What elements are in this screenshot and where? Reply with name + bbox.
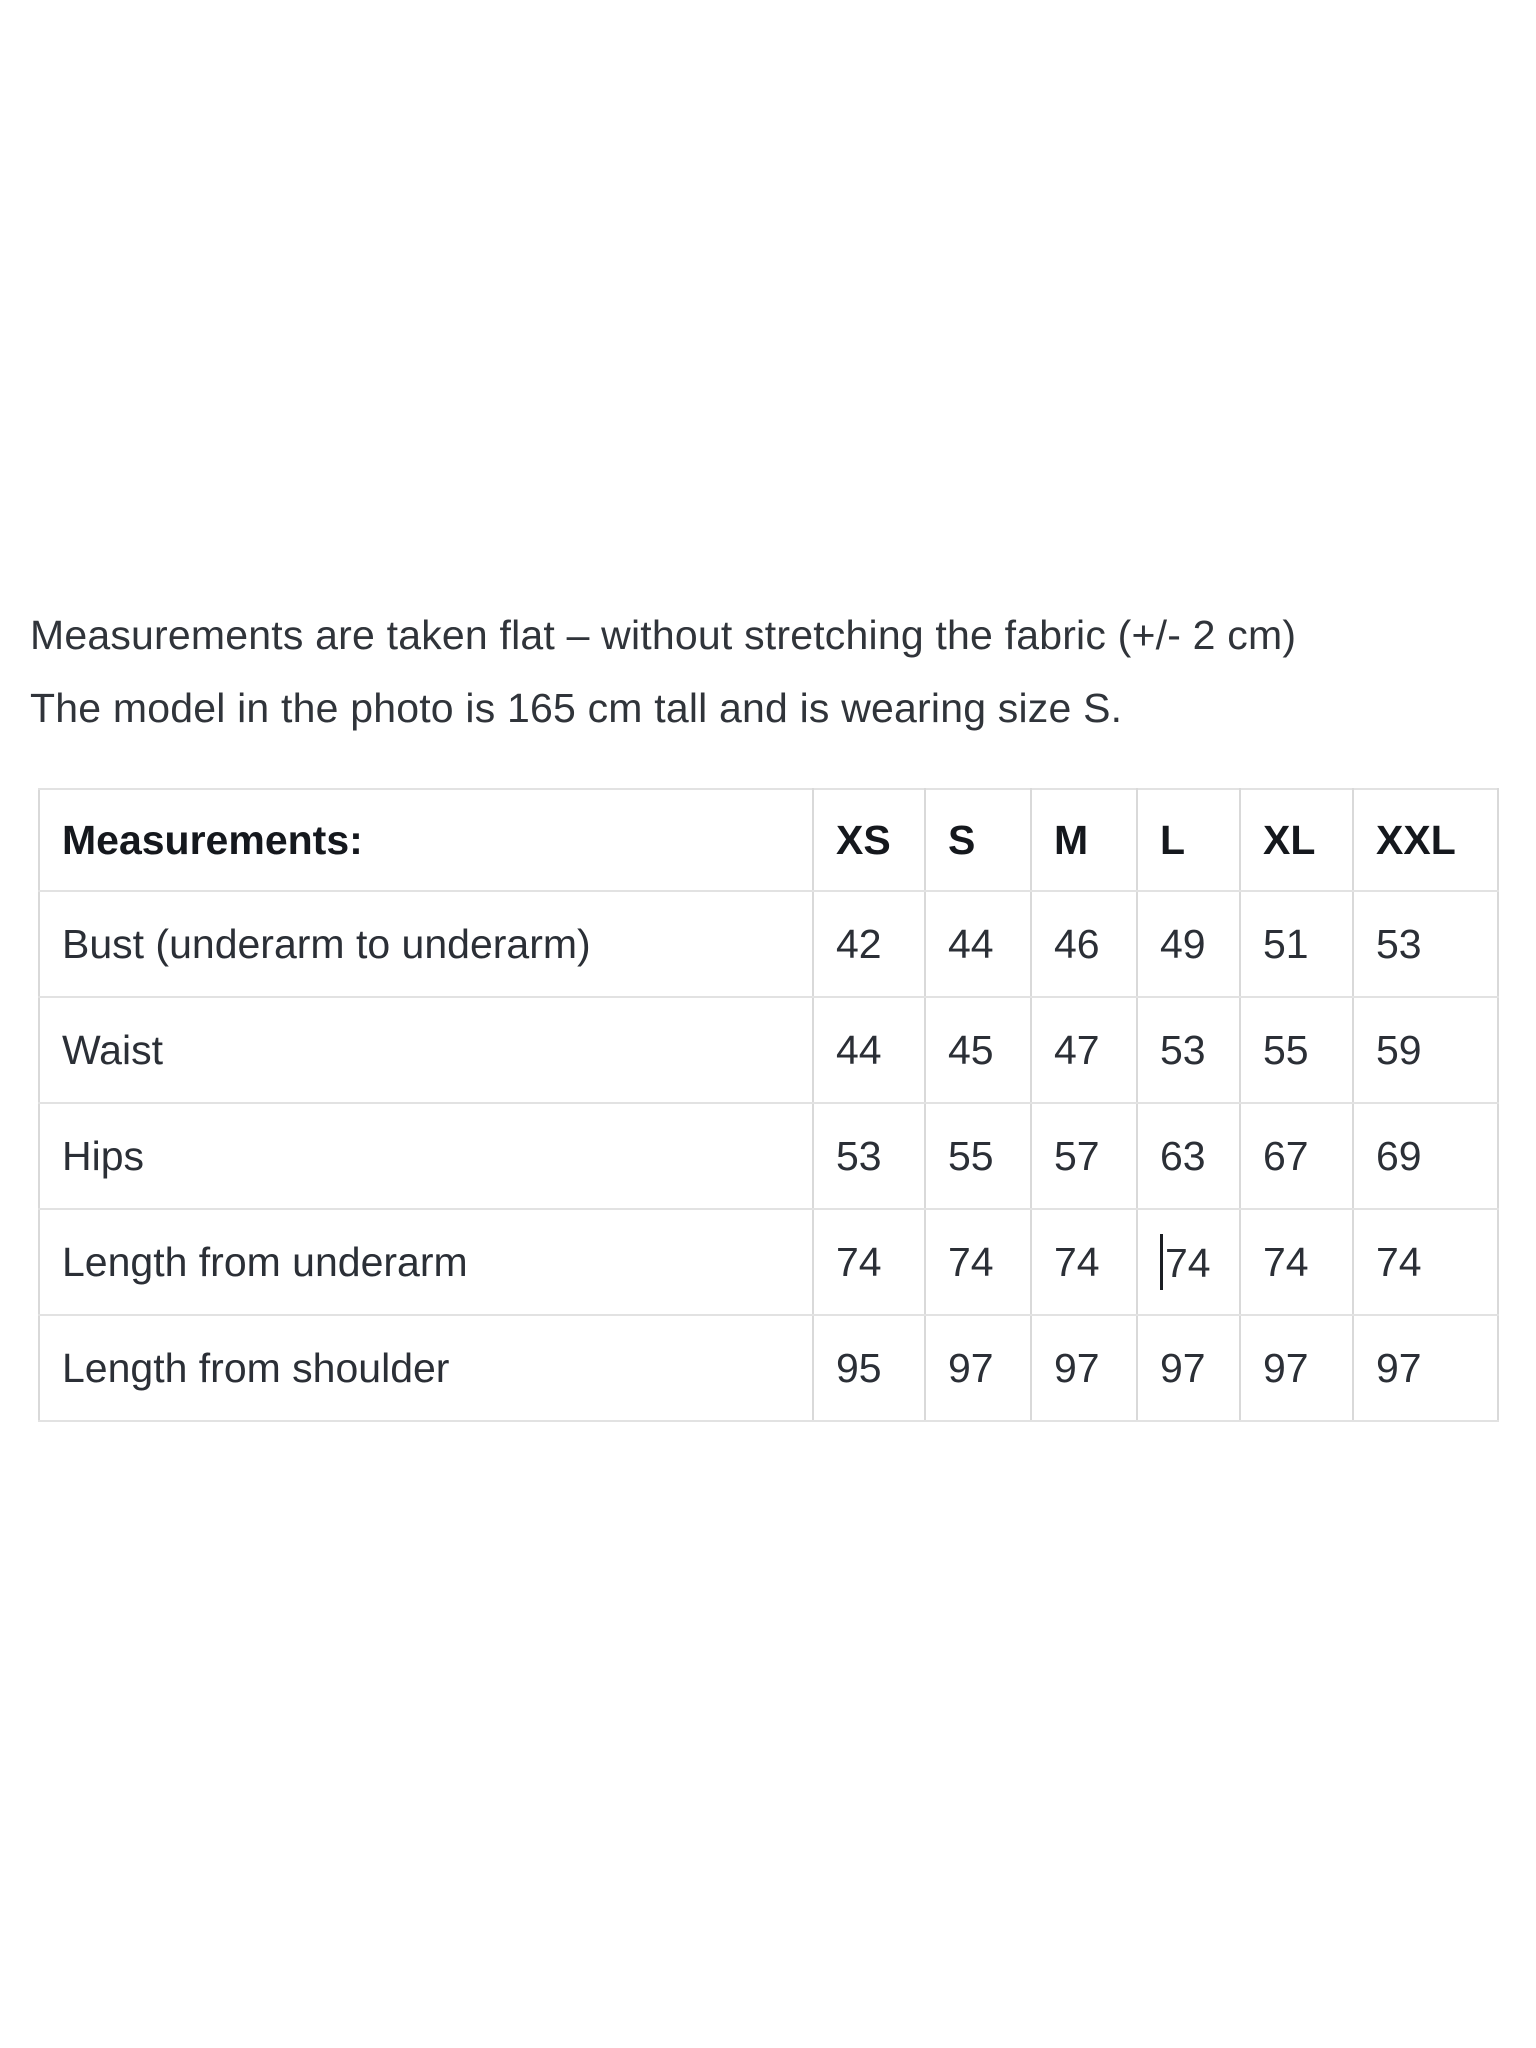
col-header-m: M	[1030, 788, 1138, 892]
size-value-cell: 74	[924, 1208, 1032, 1316]
size-value-cell: 74	[1239, 1208, 1354, 1316]
size-value-cell: 44	[812, 996, 926, 1104]
row-label: Hips	[38, 1102, 814, 1210]
size-value-cell: 44	[924, 890, 1032, 998]
table-row-bust: Bust (underarm to underarm) 42 44 46 49 …	[38, 890, 1499, 998]
size-value-cell: 45	[924, 996, 1032, 1104]
size-value-cell: 42	[812, 890, 926, 998]
size-value-cell: 74	[1352, 1208, 1499, 1316]
col-header-xs: XS	[812, 788, 926, 892]
size-value-cell: 97	[1030, 1314, 1138, 1422]
size-value-cell: 74	[812, 1208, 926, 1316]
size-value-cell: 74	[1030, 1208, 1138, 1316]
size-value-cell: 55	[1239, 996, 1354, 1104]
size-value-cell: 53	[812, 1102, 926, 1210]
note-line-flat-measure: Measurements are taken flat – without st…	[30, 612, 1297, 658]
note-line-model-info: The model in the photo is 165 cm tall an…	[30, 685, 1123, 731]
size-value-cell: 69	[1352, 1102, 1499, 1210]
table-row-hips: Hips 53 55 57 63 67 69	[38, 1102, 1499, 1210]
size-value-cell: 97	[924, 1314, 1032, 1422]
table-row-length-shoulder: Length from shoulder 95 97 97 97 97 97	[38, 1314, 1499, 1422]
row-label: Length from underarm	[38, 1208, 814, 1316]
size-value-cell: 67	[1239, 1102, 1354, 1210]
row-label: Bust (underarm to underarm)	[38, 890, 814, 998]
size-value-cell: 97	[1239, 1314, 1354, 1422]
size-value-cell: 46	[1030, 890, 1138, 998]
size-value-cell: 74	[1136, 1208, 1241, 1316]
size-value-cell: 55	[924, 1102, 1032, 1210]
size-value-cell: 63	[1136, 1102, 1241, 1210]
header-row: Measurements: XS S M L XL XXL	[38, 788, 1499, 892]
size-chart-table: Measurements: XS S M L XL XXL Bust (unde…	[38, 788, 1499, 1422]
table-row-waist: Waist 44 45 47 53 55 59	[38, 996, 1499, 1104]
measurement-notes: Measurements are taken flat – without st…	[30, 599, 1296, 745]
row-label: Waist	[38, 996, 814, 1104]
size-value-cell: 97	[1136, 1314, 1241, 1422]
size-value: 74	[1165, 1240, 1211, 1286]
col-header-xxl: XXL	[1352, 788, 1499, 892]
col-header-s: S	[924, 788, 1032, 892]
col-header-l: L	[1136, 788, 1241, 892]
size-value-cell: 47	[1030, 996, 1138, 1104]
size-value-cell: 49	[1136, 890, 1241, 998]
size-value-cell: 53	[1352, 890, 1499, 998]
size-value-cell: 97	[1352, 1314, 1499, 1422]
table-row-length-underarm: Length from underarm 74 74 74 74 74 74	[38, 1208, 1499, 1316]
col-header-measurements: Measurements:	[38, 788, 814, 892]
text-cursor	[1160, 1234, 1163, 1290]
row-label: Length from shoulder	[38, 1314, 814, 1422]
size-value-cell: 59	[1352, 996, 1499, 1104]
col-header-xl: XL	[1239, 788, 1354, 892]
size-value-cell: 57	[1030, 1102, 1138, 1210]
size-value-cell: 53	[1136, 996, 1241, 1104]
size-value-cell: 51	[1239, 890, 1354, 998]
size-value-cell: 95	[812, 1314, 926, 1422]
